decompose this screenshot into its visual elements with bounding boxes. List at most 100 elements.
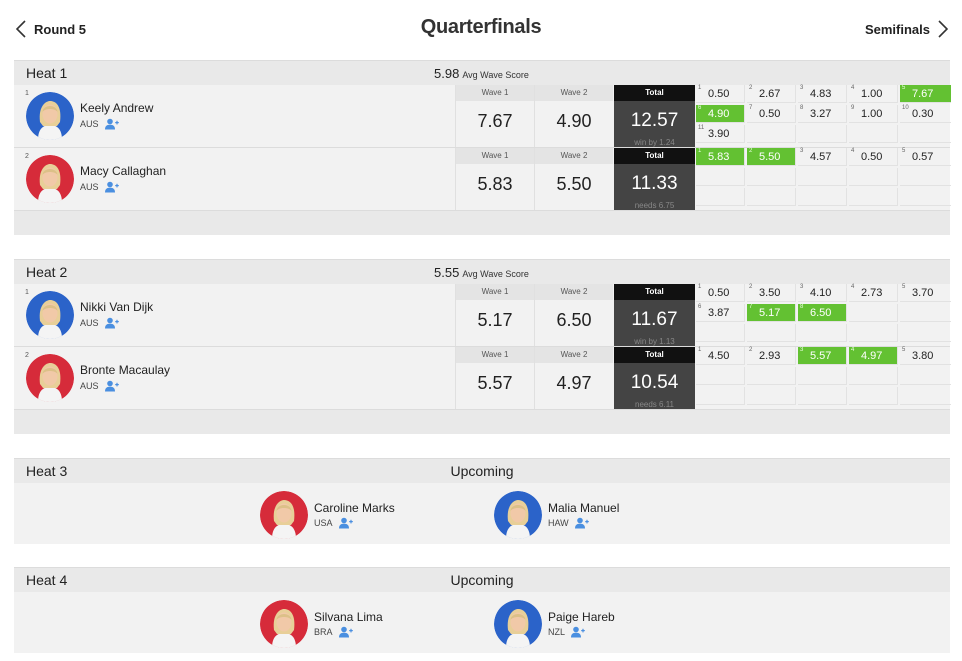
wave-score-cell[interactable]: 6 3.87 [696, 304, 745, 322]
wave-score-cell[interactable]: 3 4.10 [798, 284, 847, 302]
wave-value: 4.97 [861, 350, 883, 362]
wave-2-column: Wave 2 5.50 [534, 148, 613, 210]
surfer-row: 1 Keely Andrew AUS Wave 1 7.67 Wave 2 4.90 Tota… [14, 85, 951, 148]
surfer-name[interactable]: Keely Andrew [80, 101, 154, 115]
surfer-avatar[interactable] [26, 354, 74, 402]
wave-value: 0.50 [759, 108, 781, 120]
wave-score-cell[interactable]: 11 3.90 [696, 125, 745, 143]
empty-wave-cell [900, 324, 951, 342]
surfer-avatar[interactable] [26, 291, 74, 339]
wave-number: 9 [851, 105, 855, 111]
wave-value: 0.50 [861, 151, 883, 163]
wave-value: 3.27 [810, 108, 832, 120]
wave-value: 4.90 [708, 108, 730, 120]
surfer-country: AUS [80, 317, 119, 329]
total-score: 10.54 [630, 372, 679, 393]
follow-icon[interactable] [571, 626, 585, 638]
wave-score-cell[interactable]: 5 0.57 [900, 148, 951, 166]
previous-round-link[interactable]: Round 5 [16, 18, 86, 40]
surfer-name[interactable]: Caroline Marks [314, 501, 395, 515]
wave-score-cell[interactable]: 5 3.80 [900, 347, 951, 365]
wave-score-cell[interactable]: 5 7.67 [900, 85, 951, 103]
wave-1-column: Wave 1 7.67 [455, 85, 534, 147]
wave-score: 5.17 [477, 310, 513, 330]
wave-2-column: Wave 2 4.97 [534, 347, 613, 409]
wave-score-cell[interactable]: 10 0.30 [900, 105, 951, 123]
wave-score-cell[interactable]: 3 4.83 [798, 85, 847, 103]
heat-status: Upcoming [450, 572, 514, 588]
surfer-name[interactable]: Silvana Lima [314, 610, 383, 624]
wave-score-cell[interactable]: 3 5.57 [798, 347, 847, 365]
empty-wave-cell [747, 324, 796, 342]
wave-score-cell[interactable]: 1 4.50 [696, 347, 745, 365]
wave-number: 3 [800, 284, 804, 290]
wave-value: 2.67 [759, 88, 781, 100]
follow-icon[interactable] [104, 380, 119, 392]
empty-wave-cell [900, 168, 951, 186]
upcoming-heat-body: Silvana Lima BRA Paige Hareb NZL [14, 592, 950, 653]
follow-icon[interactable] [104, 181, 119, 193]
surfer-name[interactable]: Nikki Van Dijk [80, 300, 154, 314]
wave-score-cell[interactable]: 4 2.73 [849, 284, 898, 302]
total-column: Total 11.67 win by 1.13 [614, 284, 695, 346]
wave-score-cell[interactable]: 2 2.93 [747, 347, 796, 365]
wave-score-cell[interactable]: 8 6.50 [798, 304, 847, 322]
wave-score-cell[interactable]: 4 1.00 [849, 85, 898, 103]
wave-score-cell[interactable]: 6 4.90 [696, 105, 745, 123]
wave-score-cell[interactable]: 1 5.83 [696, 148, 745, 166]
wave-score-cell[interactable]: 4 0.50 [849, 148, 898, 166]
surfer-name[interactable]: Bronte Macaulay [80, 363, 171, 377]
surfer-name[interactable]: Malia Manuel [548, 501, 620, 515]
wave-value: 3.90 [708, 128, 730, 140]
country-code: AUS [80, 318, 99, 328]
total-column: Total 10.54 needs 6.11 [614, 347, 695, 409]
wave-value: 0.50 [708, 88, 730, 100]
follow-icon[interactable] [338, 517, 353, 529]
surfer-avatar[interactable] [26, 92, 74, 140]
wave-score: 5.83 [477, 174, 513, 194]
wave-score-cell[interactable]: 8 3.27 [798, 105, 847, 123]
wave-score-cell[interactable]: 7 0.50 [747, 105, 796, 123]
next-round-link[interactable]: Semifinals [865, 18, 948, 40]
wave-score-cell[interactable]: 2 2.67 [747, 85, 796, 103]
surfer-avatar[interactable] [260, 600, 308, 648]
seed-number: 2 [25, 153, 29, 160]
wave-score-cell[interactable]: 9 1.00 [849, 105, 898, 123]
wave-score-cell[interactable]: 1 0.50 [696, 85, 745, 103]
surfer-avatar[interactable] [260, 491, 308, 539]
surfer-name[interactable]: Paige Hareb [548, 610, 615, 624]
wave-score-cell[interactable]: 1 0.50 [696, 284, 745, 302]
surfer-name[interactable]: Macy Callaghan [80, 164, 167, 178]
wave-score-cell[interactable]: 2 3.50 [747, 284, 796, 302]
empty-wave-cell [696, 324, 745, 342]
wave-value: 6.50 [810, 307, 832, 319]
surfer-avatar[interactable] [494, 600, 542, 648]
empty-wave-cell [849, 168, 898, 186]
wave-score-cell[interactable]: 3 4.57 [798, 148, 847, 166]
empty-wave-cell [849, 367, 898, 385]
upcoming-heat-body: Caroline Marks USA Malia Manuel HAW [14, 483, 950, 544]
wave-score-cell[interactable]: 5 3.70 [900, 284, 951, 302]
wave-number: 2 [749, 85, 753, 91]
wave-number: 3 [800, 148, 804, 154]
wave-score-cell[interactable]: 4 4.97 [849, 347, 898, 365]
wave-value: 2.93 [759, 350, 781, 362]
empty-wave-cell [696, 188, 745, 206]
wave-score-cell[interactable]: 2 5.50 [747, 148, 796, 166]
wave-score-cell[interactable]: 7 5.17 [747, 304, 796, 322]
surfer-avatar[interactable] [26, 155, 74, 203]
total-header: Total [614, 347, 695, 363]
wave-scores-grid: 1 0.50 2 2.67 3 4.83 4 1.00 5 7.67 6 4.90 7 0.50 8 3.27… [696, 85, 951, 147]
follow-icon[interactable] [104, 118, 119, 130]
empty-wave-cell [900, 387, 951, 405]
heat-header: Heat 1 5.98 Avg Wave Score [14, 60, 950, 85]
heat-header: Heat 3 Upcoming [14, 458, 950, 483]
wave-value: 4.57 [810, 151, 832, 163]
surfer-row: 2 Macy Callaghan AUS Wave 1 5.83 Wave 2 5.50 To… [14, 148, 951, 211]
country-code: HAW [548, 518, 569, 528]
follow-icon[interactable] [338, 626, 353, 638]
wave-score: 4.90 [556, 111, 592, 131]
follow-icon[interactable] [574, 517, 589, 529]
surfer-avatar[interactable] [494, 491, 542, 539]
follow-icon[interactable] [104, 317, 119, 329]
